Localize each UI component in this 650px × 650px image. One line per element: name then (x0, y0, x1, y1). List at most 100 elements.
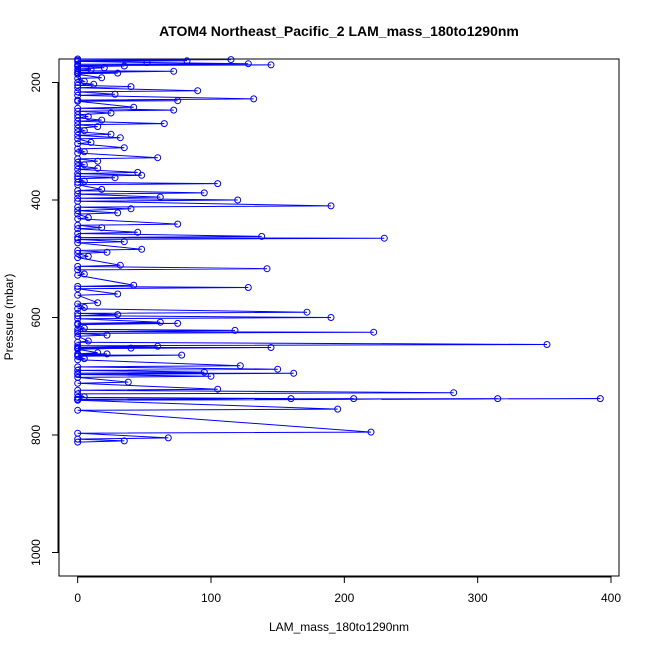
data-point (74, 371, 82, 378)
data-point (114, 290, 122, 298)
data-point (74, 386, 82, 394)
data-point (214, 385, 222, 393)
data-point (74, 140, 82, 148)
data-point (74, 312, 82, 320)
data-point (80, 127, 88, 135)
data-point (170, 106, 178, 114)
data-point (164, 434, 172, 442)
data-point (200, 368, 208, 376)
data-point (74, 396, 82, 404)
data-point (160, 120, 168, 128)
data-point (74, 325, 82, 333)
data-point (183, 57, 191, 65)
data-point (87, 138, 95, 146)
data-point (74, 300, 82, 308)
data-point (74, 247, 82, 254)
data-point (370, 328, 378, 336)
y-axis-label: Pressure (mbar) (2, 274, 16, 361)
data-point (80, 177, 88, 185)
data-point (227, 56, 235, 64)
data-point (367, 428, 375, 436)
data-point (74, 250, 82, 257)
data-point (74, 266, 82, 274)
data-point (263, 265, 271, 273)
data-point (174, 97, 182, 105)
data-point (94, 123, 102, 131)
chart-title: ATOM4 Northeast_Pacific_2 LAM_mass_180to… (159, 23, 519, 39)
data-point (74, 121, 82, 129)
data-point (267, 344, 275, 351)
data-point (350, 395, 358, 403)
data-point (103, 331, 111, 339)
data-point (74, 207, 82, 215)
data-point (116, 261, 124, 269)
data-point (214, 180, 222, 188)
data-point (74, 262, 82, 270)
data-point (74, 305, 82, 313)
data-point (207, 372, 215, 380)
data-point (74, 131, 82, 139)
data-point (127, 83, 135, 91)
data-point (244, 60, 252, 68)
data-point (74, 128, 82, 136)
data-point (138, 171, 146, 179)
data-point (244, 284, 252, 291)
x-tick-label: 100 (201, 591, 221, 605)
data-point (74, 74, 82, 82)
data-point (154, 154, 162, 162)
y-axis: 200 400 600 800 1000 (29, 72, 59, 566)
x-tick-label: 200 (334, 591, 354, 605)
data-point (236, 362, 244, 370)
data-point (111, 90, 119, 98)
data-point (98, 74, 106, 82)
data-point (114, 69, 122, 77)
data-point (74, 366, 82, 374)
data-point (107, 109, 115, 117)
data-point (170, 67, 178, 75)
data-point (178, 351, 186, 359)
x-tick-label: 0 (74, 591, 81, 605)
data-point (130, 103, 138, 111)
data-point (303, 308, 311, 316)
data-point (74, 70, 82, 78)
data-point (290, 369, 298, 377)
data-point (80, 355, 88, 363)
data-point (84, 337, 92, 345)
data-point (74, 210, 82, 218)
data-point (74, 352, 82, 360)
data-point (74, 406, 82, 414)
data-point (74, 79, 82, 86)
data-point (103, 248, 111, 256)
y-tick-label: 600 (29, 307, 43, 327)
data-point (234, 196, 242, 204)
data-point (74, 321, 82, 329)
data-point (74, 329, 82, 337)
data-point (74, 88, 82, 96)
data-point (134, 228, 142, 236)
data-point (111, 174, 119, 182)
data-point (258, 232, 266, 240)
data-point (84, 214, 92, 222)
data-point (74, 282, 82, 290)
data-point (138, 245, 146, 253)
data-point (80, 304, 88, 311)
data-point (74, 438, 82, 446)
data-point (74, 114, 82, 122)
y-tick-label: 200 (29, 72, 43, 92)
data-point (231, 326, 239, 334)
data-point (74, 225, 82, 233)
data-point (80, 270, 88, 278)
data-point (98, 224, 106, 232)
data-point (114, 311, 122, 319)
data-point (114, 209, 122, 217)
data-point (74, 158, 82, 166)
data-point (450, 389, 458, 397)
data-point (80, 161, 88, 169)
data-point (380, 234, 388, 242)
data-point (127, 205, 135, 213)
data-point (80, 393, 88, 401)
data-point (74, 162, 82, 170)
data-point (74, 203, 82, 211)
data-point (120, 437, 128, 445)
